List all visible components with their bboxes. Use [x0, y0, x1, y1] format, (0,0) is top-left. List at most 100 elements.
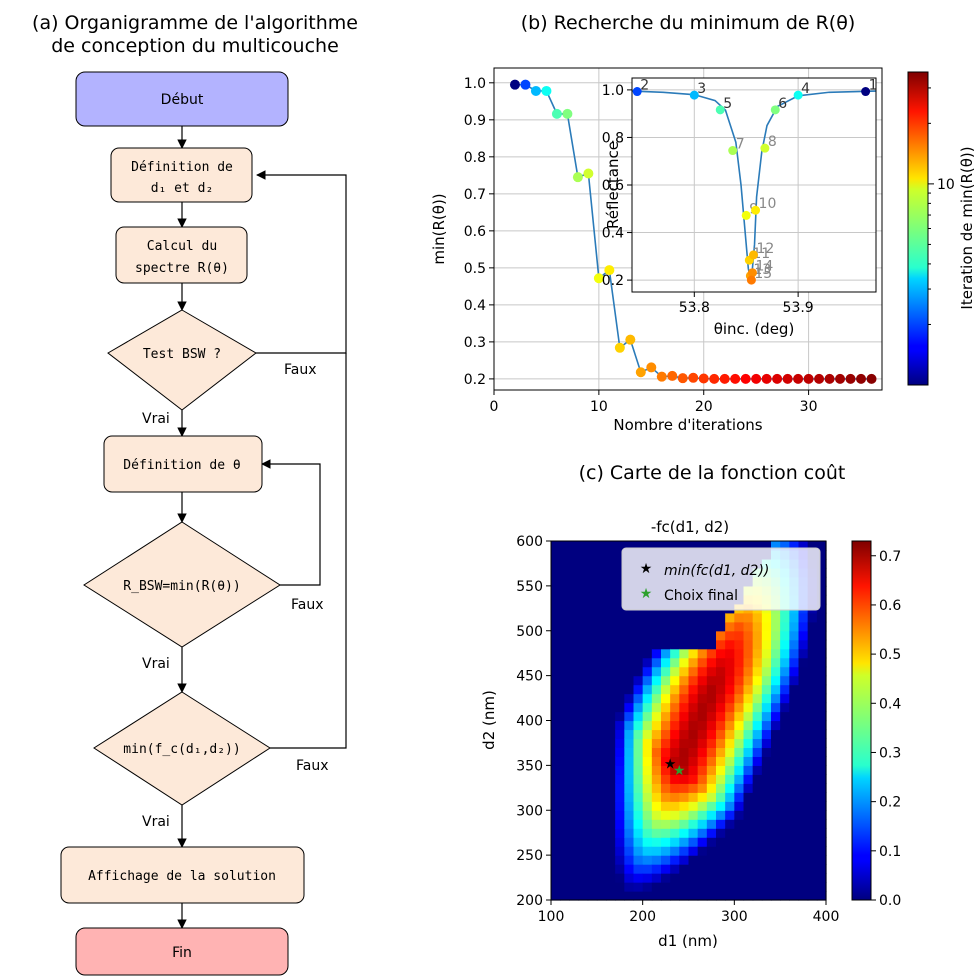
heatmap-cell — [789, 765, 800, 775]
heatmap-cell — [734, 702, 745, 713]
heatmap-cell — [624, 684, 635, 695]
heatmap-cell — [606, 639, 616, 650]
compute-spectrum-label-1: Calcul du — [147, 239, 217, 254]
heatmap-cell — [807, 702, 818, 713]
cost-map-xtick-label: 200 — [629, 909, 656, 925]
heatmap-cell — [661, 828, 671, 838]
heatmap-cell — [560, 621, 570, 632]
heatmap-cell — [642, 855, 653, 865]
heatmap-cell — [551, 891, 561, 901]
heatmap-cell — [615, 855, 625, 865]
heatmap-cell — [615, 576, 625, 587]
heatmap-cell — [606, 549, 616, 560]
heatmap-cell — [651, 792, 662, 802]
heatmap-cell — [716, 684, 726, 695]
heatmap-cell — [587, 819, 598, 829]
heatmap-cell — [606, 675, 616, 686]
heatmap-cell — [752, 846, 763, 856]
heatmap-cell — [761, 837, 772, 847]
heatmap-cell — [734, 837, 745, 847]
heatmap-cell — [697, 783, 708, 793]
heatmap-cell — [624, 792, 635, 802]
heatmap-cell — [615, 621, 625, 632]
heatmap-cell — [725, 648, 735, 659]
heatmap-cell — [679, 747, 690, 757]
heatmap-cell — [661, 873, 671, 883]
heatmap-cell — [752, 792, 763, 802]
convergence-point — [824, 373, 835, 384]
heatmap-cell — [569, 603, 580, 614]
heatmap-cell — [725, 541, 735, 551]
heatmap-cell — [780, 882, 790, 892]
heatmap-cell — [816, 891, 827, 901]
heatmap-cell — [624, 666, 635, 677]
heatmap-cell — [633, 729, 644, 740]
convergence-ytick-label: 0.7 — [464, 187, 486, 203]
heatmap-cell — [807, 792, 818, 802]
heatmap-cell — [743, 541, 754, 551]
heatmap-cell — [816, 630, 827, 641]
convergence-point — [572, 172, 583, 183]
heatmap-cell — [679, 783, 690, 793]
heatmap-cell — [615, 648, 625, 659]
heatmap-cell — [734, 657, 745, 668]
heatmap-cell — [789, 756, 800, 766]
inset-ytick-label: 0.2 — [602, 273, 624, 289]
heatmap-cell — [560, 603, 570, 614]
heatmap-cell — [606, 567, 616, 578]
heatmap-cell — [560, 774, 570, 784]
heatmap-cell — [761, 693, 772, 704]
heatmap-cell — [551, 630, 561, 641]
heatmap-cell — [578, 693, 589, 704]
heatmap-cell — [606, 541, 616, 551]
heatmap-cell — [807, 621, 818, 632]
heatmap-cell — [789, 738, 800, 749]
heatmap-cell — [706, 720, 717, 731]
heatmap-cell — [569, 783, 580, 793]
heatmap-cell — [661, 720, 671, 731]
heatmap-cell — [771, 837, 781, 847]
convergence-point — [583, 168, 594, 179]
heatmap-cell — [587, 720, 598, 731]
heatmap-cell — [816, 720, 827, 731]
heatmap-cell — [789, 819, 800, 829]
heatmap-cell — [771, 783, 781, 793]
inset-point-label: 2 — [640, 78, 649, 94]
inset-point — [747, 268, 757, 278]
heatmap-cell — [798, 702, 809, 713]
heatmap-cell — [615, 567, 625, 578]
heatmap-cell — [596, 729, 607, 740]
heatmap-cell — [697, 729, 708, 740]
heatmap-cell — [816, 666, 827, 677]
heatmap-cell — [578, 576, 589, 587]
heatmap-cell — [697, 756, 708, 766]
heatmap-cell — [642, 837, 653, 847]
convergence-point — [604, 265, 615, 276]
heatmap-cell — [615, 738, 625, 749]
heatmap-cell — [679, 630, 690, 641]
heatmap-cell — [606, 729, 616, 740]
heatmap-cell — [752, 657, 763, 668]
heatmap-cell — [761, 675, 772, 686]
heatmap-cell — [587, 675, 598, 686]
heatmap-cell — [642, 612, 653, 623]
heatmap-cell — [578, 675, 589, 686]
heatmap-cell — [789, 837, 800, 847]
heatmap-cell — [807, 819, 818, 829]
heatmap-cell — [697, 693, 708, 704]
heatmap-cell — [606, 738, 616, 749]
define-theta-node — [103, 435, 263, 493]
heatmap-cell — [596, 585, 607, 596]
heatmap-cell — [551, 675, 561, 686]
heatmap-cell — [734, 873, 745, 883]
inset-points: 123546789101112131415 — [632, 78, 878, 285]
heatmap-cell — [798, 729, 809, 740]
heatmap-cell — [551, 711, 561, 722]
heatmap-cell — [780, 657, 790, 668]
heatmap-cell — [587, 756, 598, 766]
heatmap-cell — [606, 846, 616, 856]
heatmap-cell — [551, 576, 561, 587]
heatmap-cell — [780, 747, 790, 757]
heatmap-cell — [679, 756, 690, 766]
convergence-point — [520, 79, 531, 90]
